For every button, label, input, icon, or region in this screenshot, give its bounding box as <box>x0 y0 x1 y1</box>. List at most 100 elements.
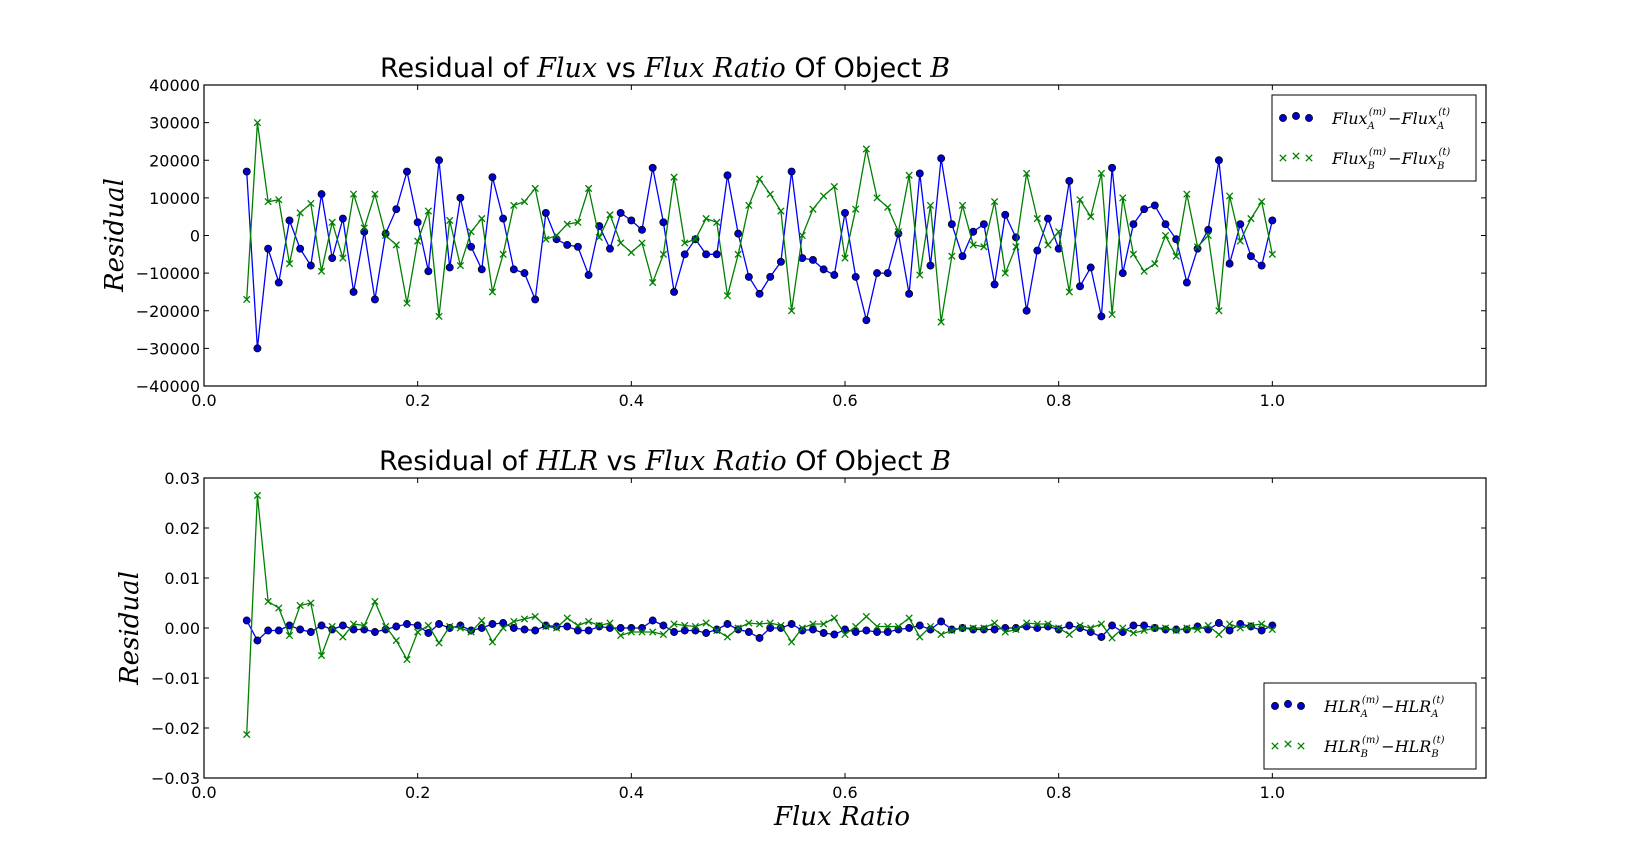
flux-ytick-label: 20000 <box>149 151 200 170</box>
hlr-series-a-point <box>563 622 572 631</box>
flux-series-a-point <box>1225 259 1234 268</box>
flux-series-a-point <box>638 225 646 234</box>
hlr-legend-a-base2: HLR <box>1394 697 1432 716</box>
flux-axes-frame <box>203 84 1487 387</box>
hlr-series-b-point <box>1172 626 1180 635</box>
flux-series-b-point <box>499 250 507 258</box>
flux-series-b-point <box>852 205 860 213</box>
flux-series-a-point <box>499 214 508 223</box>
flux-series-b-point <box>1172 252 1180 260</box>
flux-series-a-point <box>1247 252 1255 261</box>
flux-series-a-point <box>905 289 914 298</box>
hlr-xtick-label: 0.0 <box>191 783 216 802</box>
hlr-series-a-point <box>349 625 358 634</box>
hlr-series-b-point <box>894 622 903 631</box>
flux-series-a-point <box>606 244 614 253</box>
hlr-series-a-point <box>509 624 518 632</box>
hlr-series-a-point <box>659 621 668 630</box>
hlr-series-a-point <box>338 621 347 630</box>
flux-series-a-point <box>1268 216 1277 225</box>
hlr-series-b-point <box>307 599 315 607</box>
hlr-series-a-point <box>573 626 582 635</box>
hlr-series-b-point <box>253 491 262 500</box>
hlr-series-a-point <box>1086 628 1095 636</box>
hlr-series-b-point <box>1119 624 1127 632</box>
flux-series-a-point <box>841 208 849 217</box>
flux-legend-b-sub2: B <box>1436 161 1444 172</box>
flux-series-b-point <box>819 192 828 200</box>
flux-series-b-point <box>1012 243 1020 251</box>
hlr-series-b-point <box>649 628 657 636</box>
hlr-series-a-point <box>937 617 946 626</box>
flux-series-b-point <box>1257 197 1266 206</box>
hlr-legend-a-sub1: A <box>1360 709 1368 720</box>
flux-series-a-point <box>563 240 572 249</box>
flux-series-b-point <box>926 201 935 210</box>
flux-series-a-point <box>1022 306 1031 315</box>
hlr-series-a-point <box>1182 625 1191 634</box>
hlr-series-a-point <box>873 628 882 636</box>
hlr-series-b-point <box>958 624 967 632</box>
flux-series-b-point <box>349 190 358 198</box>
hlr-legend-b-minus: − <box>1381 737 1394 756</box>
hlr-series-b-point <box>926 622 935 631</box>
hlr-legend-marker-a-glyph <box>1284 700 1292 708</box>
flux-legend-b-sub1: B <box>1367 161 1375 172</box>
flux-ytick-label: −10000 <box>136 264 200 283</box>
hlr-series-b-point <box>584 617 593 626</box>
flux-series-a-point <box>285 216 294 225</box>
flux-legend-b-minus: − <box>1388 149 1401 168</box>
flux-series-b-point <box>424 207 433 215</box>
flux-series-b-point <box>1065 288 1074 296</box>
hlr-series-a-point <box>1033 624 1042 632</box>
flux-series-a-point <box>734 229 743 238</box>
flux-series-b-point <box>766 190 774 198</box>
flux-legend-marker-a-glyph <box>1279 114 1287 122</box>
hlr-series-b-point <box>456 624 465 632</box>
hlr-series-a-point <box>1129 621 1138 630</box>
flux-series-a-point <box>1214 156 1223 165</box>
hlr-series-a-point <box>274 626 283 635</box>
flux-series-b-point <box>446 216 454 225</box>
flux-series-a-point <box>1011 233 1020 242</box>
flux-series-a-point <box>915 169 924 178</box>
hlr-series-a-point <box>1140 621 1149 630</box>
flux-chart-title: Residual of Flux vs Flux Ratio Of Object… <box>380 53 950 84</box>
flux-series-a-point <box>456 193 465 202</box>
flux-legend-a-sub1: A <box>1367 121 1375 132</box>
hlr-series-b-point <box>1087 624 1095 632</box>
flux-series-b-point <box>552 231 561 240</box>
hlr-ytick-label: 0.03 <box>164 469 200 488</box>
flux-legend-a-sub2: A <box>1436 121 1444 132</box>
flux-series-b-point <box>1076 196 1084 204</box>
flux-series-b-point <box>787 307 796 315</box>
hlr-series-b-point <box>616 631 625 640</box>
flux-series-a-point <box>1076 282 1084 291</box>
flux-series-a-point <box>403 167 411 176</box>
hlr-legend-box <box>1263 682 1477 770</box>
hlr-legend-marker-a-glyph <box>1297 702 1305 710</box>
flux-series-a-point <box>1182 278 1191 287</box>
hlr-series-b-point <box>349 620 358 628</box>
flux-series-b-point <box>456 261 465 270</box>
flux-series-a-point <box>435 156 443 165</box>
flux-series-b-point <box>243 295 251 304</box>
hlr-series-b-point <box>691 622 700 631</box>
flux-series-a-point <box>1001 210 1010 219</box>
flux-series-b-point <box>734 250 742 258</box>
flux-series-b-point <box>478 214 486 223</box>
flux-series-b-point <box>884 203 892 211</box>
hlr-series-b-point <box>1204 621 1212 630</box>
hlr-series-b-point <box>1033 620 1041 628</box>
hlr-series-a-point <box>905 624 914 632</box>
hlr-series-a-point <box>755 634 764 642</box>
flux-series-b-point <box>638 239 646 247</box>
hlr-series-a-point <box>809 625 817 634</box>
hlr-legend-marker-a-glyph <box>1271 702 1279 710</box>
hlr-series-a-point <box>403 620 411 628</box>
flux-title-object: B <box>929 53 950 84</box>
flux-series-a-point <box>1065 176 1074 185</box>
flux-series-b-point <box>328 218 336 226</box>
flux-series-a-point <box>670 287 679 296</box>
hlr-legend-marker-b-glyph <box>1284 740 1292 748</box>
